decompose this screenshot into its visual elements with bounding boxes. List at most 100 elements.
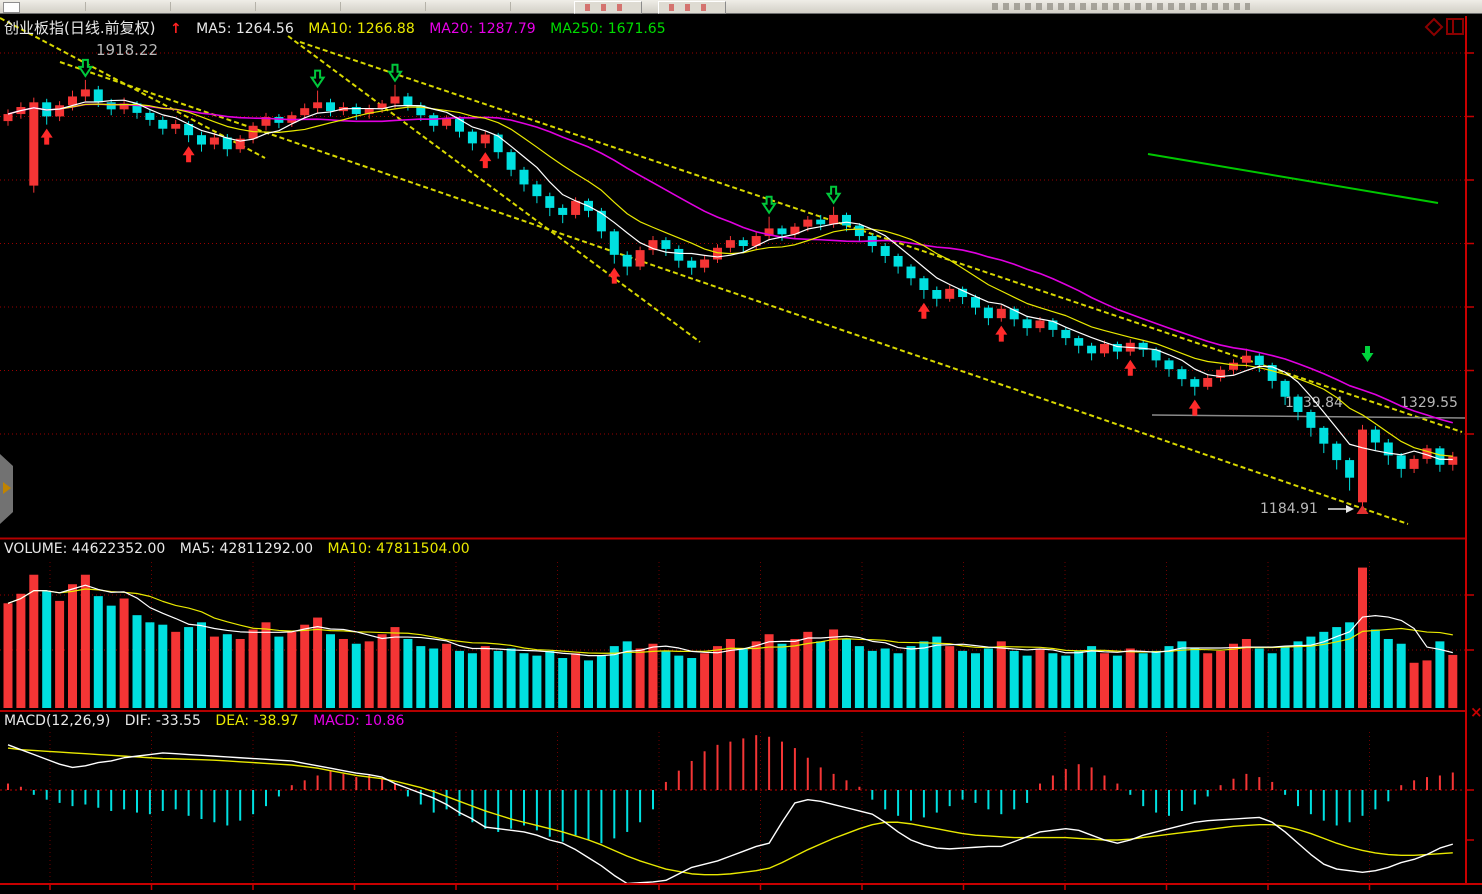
volume-bar [1358, 567, 1367, 708]
candle [351, 107, 361, 115]
volume-value[interactable]: VOLUME: 44622352.00 [4, 541, 166, 557]
volume-bar [854, 646, 864, 708]
candle [622, 254, 632, 267]
left-panel-expand-handle[interactable] [0, 454, 13, 524]
volume-bar [1100, 653, 1109, 708]
volume-bar [1241, 638, 1251, 708]
candle [1383, 442, 1393, 456]
candle [1022, 319, 1032, 329]
candle [429, 115, 439, 126]
ma20-value[interactable]: MA20: 1287.79 [429, 21, 536, 37]
dif-line [7, 744, 1454, 885]
candle [803, 219, 813, 227]
candle [880, 246, 890, 256]
macd-value[interactable]: MACD: 10.86 [313, 713, 405, 729]
volume-bar [235, 638, 245, 708]
buy-signal-arrow-icon [1124, 359, 1137, 376]
volume-bar [803, 631, 813, 708]
candle [184, 124, 194, 136]
volume-bar [545, 650, 555, 708]
volume-bar [1061, 655, 1071, 708]
candle [777, 228, 787, 235]
trendline[interactable] [299, 41, 1463, 433]
volume-bar [932, 636, 942, 708]
volume-bar [867, 650, 877, 708]
volume-bar [661, 650, 671, 708]
candle [364, 108, 374, 115]
candle [145, 112, 155, 120]
candle [480, 134, 490, 144]
ma250-value[interactable]: MA250: 1671.65 [550, 21, 666, 37]
candle [1370, 429, 1380, 443]
volume-bar [1319, 631, 1329, 708]
trendline[interactable] [0, 17, 266, 159]
volume-bar [1112, 655, 1122, 708]
toolbar-separator [510, 2, 511, 11]
volume-bar [55, 600, 65, 708]
buy-signal-arrow-icon [995, 325, 1008, 342]
candle [390, 96, 400, 104]
volume-bar [1138, 653, 1148, 708]
candle [1048, 320, 1058, 330]
toolbar-button[interactable] [574, 1, 642, 14]
trendline[interactable] [59, 61, 1409, 525]
candle [1435, 448, 1445, 465]
candle [403, 96, 413, 106]
volume-bar [519, 653, 529, 708]
top-toolbar-clipped [0, 0, 1482, 14]
volume-bar [1306, 636, 1316, 708]
candle [764, 228, 774, 237]
candle [80, 89, 90, 97]
volume-bar [919, 641, 929, 708]
volume-bar [416, 646, 426, 708]
candle [158, 119, 168, 129]
candle [106, 102, 116, 110]
volume-bar [29, 574, 39, 708]
volume-bar [558, 658, 568, 708]
volume-bar [1409, 662, 1419, 708]
ma10-value[interactable]: MA10: 1266.88 [308, 21, 415, 37]
volume-bar [300, 624, 310, 708]
low-label-arrow-head-icon [1346, 505, 1354, 513]
candle [119, 103, 129, 110]
diamond-icon[interactable] [1424, 17, 1444, 37]
candle [261, 116, 271, 126]
close-indicator-icon[interactable]: × [1470, 703, 1482, 721]
candle [1138, 342, 1148, 350]
candle [506, 152, 516, 170]
candle [713, 247, 722, 260]
candle [197, 135, 206, 145]
volume-ma5-value[interactable]: MA5: 42811292.00 [179, 541, 314, 557]
volume-bar [777, 643, 787, 708]
dea-line [7, 747, 1453, 876]
volume-bar [1190, 648, 1200, 708]
volume-bar [119, 598, 129, 708]
expand-right-arrow-icon [3, 482, 11, 494]
volume-bar [68, 584, 77, 708]
candle [893, 255, 903, 267]
restore-window-icon[interactable] [1446, 18, 1464, 35]
toolbar-button[interactable] [658, 1, 726, 14]
volume-bar [1151, 650, 1161, 708]
volume-bar [751, 641, 761, 708]
volume-bar [1229, 643, 1238, 708]
candle [635, 250, 645, 267]
low-price-label: 1184.91 [1260, 501, 1318, 517]
candle [751, 236, 761, 247]
volume-bar [571, 653, 581, 708]
instrument-title[interactable]: 创业板指(日线.前复权) [4, 19, 156, 37]
macd-indicator-name[interactable]: MACD(12,26,9) [4, 713, 111, 729]
volume-bar [351, 643, 361, 708]
dif-value[interactable]: DIF: -33.55 [124, 713, 201, 729]
low-marker-triangle-icon [1356, 505, 1369, 514]
candle [1190, 379, 1200, 387]
dea-value[interactable]: DEA: -38.97 [215, 713, 299, 729]
volume-ma10-value[interactable]: MA10: 47811504.00 [327, 541, 470, 557]
ma5-value[interactable]: MA5: 1264.56 [196, 21, 294, 37]
segment-end-label: 1329.55 [1400, 395, 1458, 411]
trendline[interactable] [287, 35, 701, 343]
candle [1280, 380, 1290, 397]
volume-bar [93, 596, 103, 708]
